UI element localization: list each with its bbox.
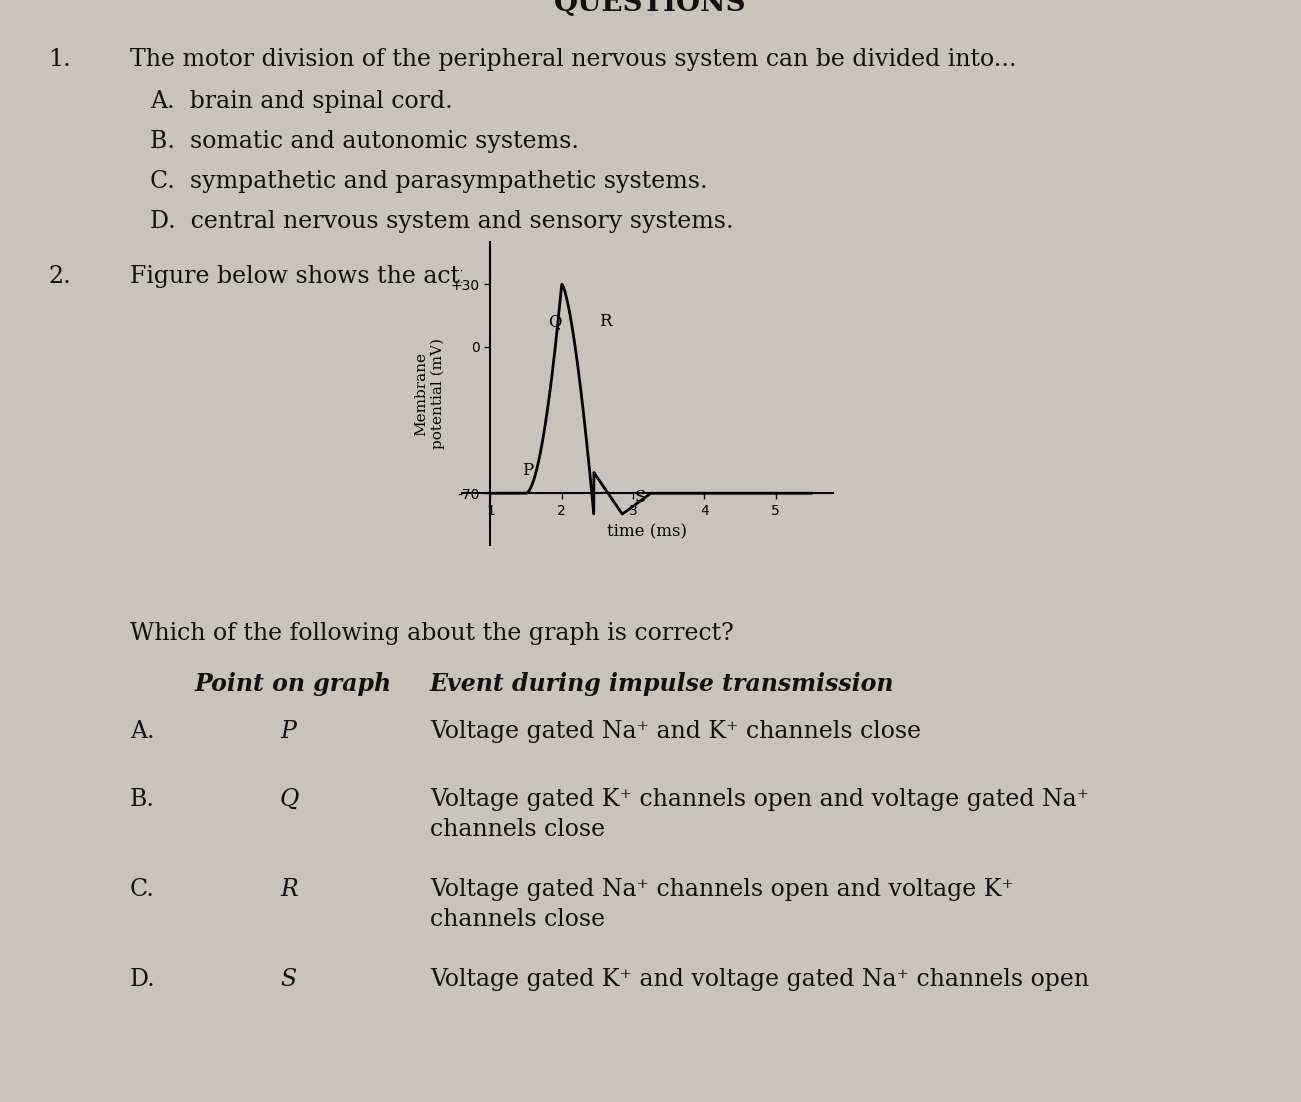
Text: Q: Q xyxy=(548,313,561,331)
Text: C.  sympathetic and parasympathetic systems.: C. sympathetic and parasympathetic syste… xyxy=(150,170,708,193)
Text: 1.: 1. xyxy=(48,48,70,71)
Text: Voltage gated Na⁺ channels open and voltage K⁺: Voltage gated Na⁺ channels open and volt… xyxy=(431,878,1013,901)
Y-axis label: Membrane
potential (mV): Membrane potential (mV) xyxy=(415,338,445,450)
Text: The motor division of the peripheral nervous system can be divided into...: The motor division of the peripheral ner… xyxy=(130,48,1016,71)
Text: Point on graph: Point on graph xyxy=(195,672,392,696)
Text: D.  central nervous system and sensory systems.: D. central nervous system and sensory sy… xyxy=(150,210,734,233)
Text: Voltage gated K⁺ and voltage gated Na⁺ channels open: Voltage gated K⁺ and voltage gated Na⁺ c… xyxy=(431,968,1089,991)
Text: B.: B. xyxy=(130,788,155,811)
Text: B.  somatic and autonomic systems.: B. somatic and autonomic systems. xyxy=(150,130,579,153)
Text: A.  brain and spinal cord.: A. brain and spinal cord. xyxy=(150,90,453,114)
Text: Voltage gated Na⁺ and K⁺ channels close: Voltage gated Na⁺ and K⁺ channels close xyxy=(431,720,921,743)
Text: P: P xyxy=(280,720,295,743)
Text: channels close: channels close xyxy=(431,818,605,841)
Text: 2.: 2. xyxy=(48,264,70,288)
Text: C.: C. xyxy=(130,878,155,901)
Text: S: S xyxy=(635,489,645,506)
Text: Figure below shows the action potential in a neuron.: Figure below shows the action potential … xyxy=(130,264,762,288)
Text: Event during impulse transmission: Event during impulse transmission xyxy=(431,672,895,696)
Text: Voltage gated K⁺ channels open and voltage gated Na⁺: Voltage gated K⁺ channels open and volta… xyxy=(431,788,1089,811)
Text: R: R xyxy=(598,313,611,331)
Text: D.: D. xyxy=(130,968,156,991)
Text: Which of the following about the graph is correct?: Which of the following about the graph i… xyxy=(130,622,734,645)
Text: A.: A. xyxy=(130,720,155,743)
Text: Q: Q xyxy=(280,788,299,811)
X-axis label: time (ms): time (ms) xyxy=(608,523,687,540)
Text: R: R xyxy=(280,878,298,901)
Text: channels close: channels close xyxy=(431,908,605,931)
Text: S: S xyxy=(280,968,297,991)
Text: QUESTIONS: QUESTIONS xyxy=(554,0,747,17)
Text: P: P xyxy=(522,462,533,478)
